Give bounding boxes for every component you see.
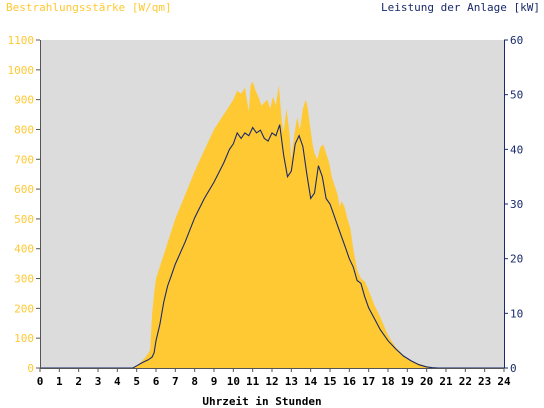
irradiance-area <box>40 81 504 368</box>
left-tick-label: 200 <box>14 302 34 315</box>
series-layer <box>40 81 504 369</box>
left-tick-label: 800 <box>14 123 34 136</box>
x-tick-label: 21 <box>439 375 453 388</box>
x-tick-label: 13 <box>285 375 298 388</box>
power-line <box>40 124 504 369</box>
x-tick-label: 7 <box>172 375 179 388</box>
x-tick-label: 11 <box>246 375 260 388</box>
x-tick-label: 10 <box>227 375 240 388</box>
left-tick-label: 300 <box>14 273 34 286</box>
left-tick-label: 900 <box>14 94 34 107</box>
x-tick-label: 15 <box>323 375 336 388</box>
x-tick-label: 4 <box>114 375 121 388</box>
left-tick-label: 500 <box>14 213 34 226</box>
right-tick-label: 30 <box>510 198 523 211</box>
x-tick-label: 18 <box>381 375 394 388</box>
x-tick-label: 1 <box>56 375 63 388</box>
right-tick-label: 10 <box>510 307 523 320</box>
left-tick-label: 1100 <box>8 34 35 47</box>
left-tick-label: 600 <box>14 183 34 196</box>
x-tick-label: 5 <box>133 375 140 388</box>
left-tick-label: 400 <box>14 243 34 256</box>
left-axis-title: Bestrahlungsstärke [W/qm] <box>6 1 172 14</box>
left-tick-label: 1000 <box>8 64 35 77</box>
right-tick-label: 50 <box>510 89 523 102</box>
left-tick-label: 100 <box>14 332 34 345</box>
x-tick-label: 12 <box>265 375 278 388</box>
x-tick-label: 19 <box>401 375 414 388</box>
x-tick-label: 22 <box>459 375 472 388</box>
x-tick-label: 14 <box>304 375 318 388</box>
x-tick-label: 16 <box>343 375 357 388</box>
x-tick-label: 23 <box>478 375 491 388</box>
right-tick-label: 20 <box>510 253 523 266</box>
x-tick-label: 17 <box>362 375 375 388</box>
x-tick-label: 24 <box>497 375 511 388</box>
right-axis-title: Leistung der Anlage [kW] <box>381 1 540 14</box>
right-tick-label: 0 <box>510 362 517 375</box>
left-tick-label: 700 <box>14 153 34 166</box>
right-tick-label: 40 <box>510 143 523 156</box>
x-tick-label: 8 <box>191 375 198 388</box>
x-tick-label: 2 <box>75 375 82 388</box>
x-tick-label: 6 <box>153 375 160 388</box>
right-tick-label: 60 <box>510 34 523 47</box>
x-tick-label: 20 <box>420 375 433 388</box>
x-axis-label: Uhrzeit in Stunden <box>202 395 321 408</box>
x-tick-label: 3 <box>95 375 102 388</box>
x-tick-label: 9 <box>211 375 218 388</box>
x-tick-label: 0 <box>37 375 44 388</box>
ticks-layer: 0100200300400500600700800900100011000102… <box>8 34 524 388</box>
left-tick-label: 0 <box>27 362 34 375</box>
